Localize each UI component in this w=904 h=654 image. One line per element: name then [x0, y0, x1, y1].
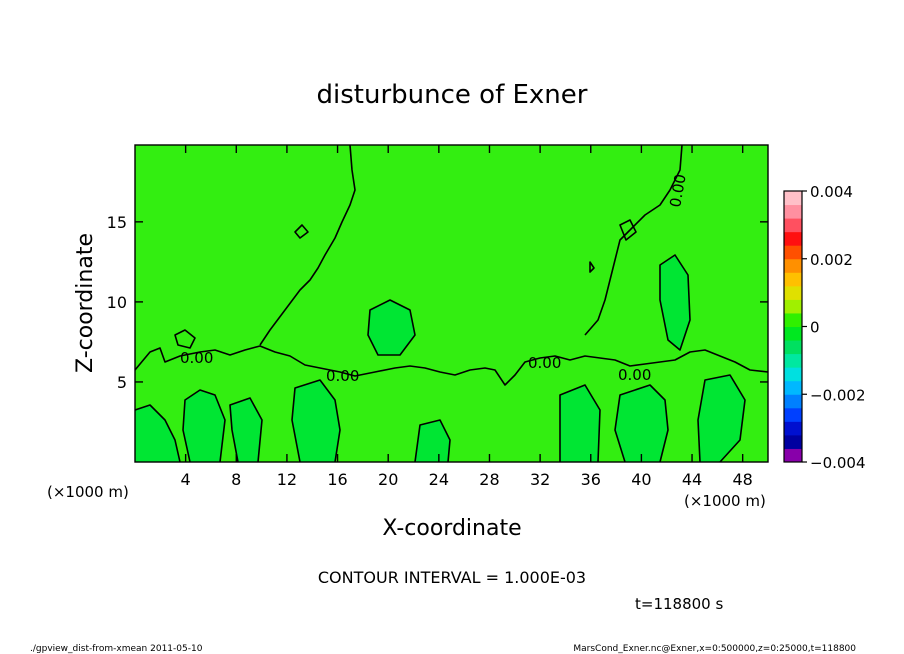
colorbar-swatch — [784, 326, 802, 341]
footer-left: ./gpview_dist-from-xmean 2011-05-10 — [30, 644, 203, 654]
negative-region-7 — [615, 385, 668, 462]
contour-label: 0.00 — [326, 367, 359, 385]
negative-region-8 — [698, 375, 745, 462]
contour-loop-6 — [414, 419, 451, 463]
negative-region-4 — [415, 420, 450, 462]
y-axis: 5 10 15 — [107, 213, 768, 392]
colorbar-swatch — [784, 231, 802, 246]
colorbar-swatch — [784, 272, 802, 287]
chart-title: disturbunce of Exner — [317, 80, 588, 110]
plot-frame — [134, 144, 769, 463]
contour-line-main — [134, 345, 769, 386]
contour-loop-10 — [659, 254, 691, 351]
x-tick-label: 4 — [181, 470, 191, 489]
colorbar-swatch — [784, 340, 802, 355]
contour-loop-2 — [134, 404, 181, 463]
colorbar-swatch — [784, 421, 802, 436]
contour-loop-14 — [589, 261, 595, 273]
negative-region-5 — [368, 300, 415, 355]
x-axis-unit: (×1000 m) — [684, 492, 766, 510]
contour-loop-4 — [229, 397, 263, 463]
contour-line-upper-right — [584, 144, 683, 336]
contour-loop-12 — [294, 224, 309, 239]
contour-label: 0.00 — [180, 349, 213, 367]
footer-right: MarsCond_Exner.nc@Exner,x=0:500000,z=0:2… — [573, 644, 856, 654]
y-tick-label: 15 — [107, 213, 127, 232]
x-tick-label: 36 — [581, 470, 601, 489]
colorbar-swatch — [784, 299, 802, 314]
contour-loop-7 — [559, 384, 601, 463]
y-axis-label: Z-coordinate — [73, 233, 98, 373]
time-text: t=118800 s — [635, 595, 723, 613]
negative-region-6 — [560, 385, 600, 462]
colorbar-tick-label: 0 — [810, 319, 820, 337]
x-tick-label: 40 — [631, 470, 651, 489]
x-tick-label: 28 — [479, 470, 499, 489]
colorbar-swatch — [784, 191, 802, 206]
contour-label: 0.00 — [666, 173, 690, 209]
colorbar-swatch — [784, 204, 802, 219]
colorbar-swatch — [784, 380, 802, 395]
x-tick-label: 8 — [231, 470, 241, 489]
contour-lines — [134, 144, 769, 463]
colorbar-swatch — [784, 285, 802, 300]
negative-region-left — [135, 405, 180, 462]
negative-region-1 — [183, 390, 225, 462]
colorbar-swatch — [784, 434, 802, 449]
colorbar-tick-label: 0.002 — [810, 251, 853, 269]
x-axis-label: X-coordinate — [382, 516, 521, 541]
x-tick-label: 32 — [530, 470, 550, 489]
contour-loop-9 — [697, 374, 746, 463]
y-axis-unit: (×1000 m) — [47, 483, 129, 501]
colorbar-swatch — [784, 258, 802, 273]
contour-label: 0.00 — [618, 366, 651, 384]
colorbar-swatch — [784, 367, 802, 382]
negative-regions — [135, 255, 745, 462]
negative-region-9 — [660, 255, 690, 350]
contour-labels: 0.00 0.00 0.00 0.00 0.00 — [180, 173, 690, 385]
x-tick-label: 12 — [277, 470, 297, 489]
contour-interval-text: CONTOUR INTERVAL = 1.000E-03 — [318, 568, 586, 587]
colorbar: 0.004 0.002 0 −0.002 −0.004 — [783, 183, 866, 472]
contour-label: 0.00 — [528, 354, 561, 372]
x-axis: 4 8 12 16 20 24 28 32 36 40 44 48 — [181, 145, 753, 489]
colorbar-tick-label: −0.004 — [810, 454, 866, 472]
contour-loop-11 — [174, 329, 196, 349]
y-tick-label: 5 — [117, 373, 127, 392]
colorbar-swatch — [784, 312, 802, 327]
colorbar-swatch — [784, 245, 802, 260]
colorbar-swatch — [784, 353, 802, 368]
colorbar-swatch — [784, 394, 802, 409]
negative-region-3 — [292, 380, 340, 462]
contour-loop-1 — [367, 299, 416, 356]
colorbar-tick-label: −0.002 — [810, 386, 866, 404]
contour-loop-8 — [614, 384, 669, 463]
contour-loop-5 — [291, 379, 341, 463]
colorbar-swatch — [784, 218, 802, 233]
contour-line-upper-left — [259, 144, 356, 346]
x-tick-label: 20 — [378, 470, 398, 489]
y-tick-label: 10 — [107, 293, 127, 312]
negative-region-2 — [230, 398, 262, 462]
colorbar-tick-label: 0.004 — [810, 183, 853, 201]
contour-loop-3 — [182, 389, 226, 463]
x-tick-label: 16 — [327, 470, 347, 489]
colorbar-swatch — [784, 407, 802, 422]
x-tick-label: 44 — [682, 470, 702, 489]
x-tick-label: 24 — [429, 470, 449, 489]
colorbar-swatch — [784, 448, 802, 463]
contour-loop-13 — [619, 219, 637, 241]
x-tick-label: 48 — [733, 470, 753, 489]
